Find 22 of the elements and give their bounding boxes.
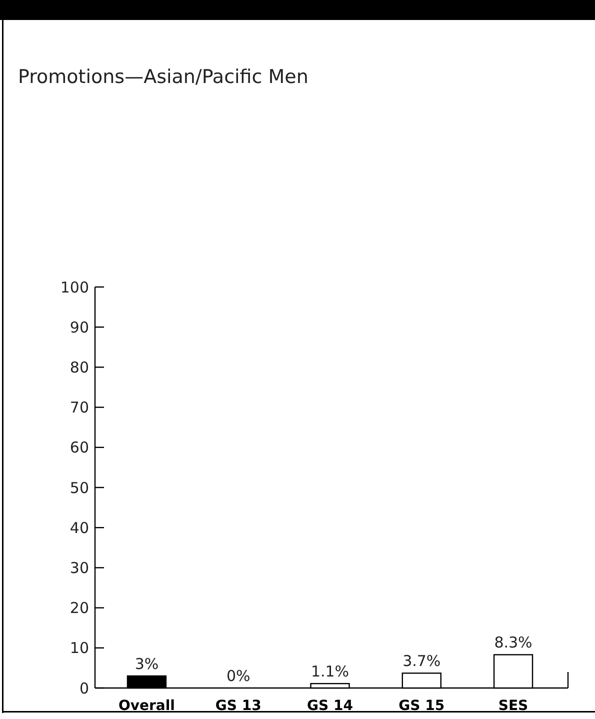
y-tick-label: 60: [70, 438, 89, 457]
x-tick-label: GS 14: [307, 698, 354, 714]
data-label: 8.3%: [494, 634, 532, 652]
y-tick-label: 50: [70, 478, 89, 497]
y-tick-label: 80: [70, 358, 89, 376]
y-tick-label: 40: [70, 518, 89, 537]
y-tick-label: 90: [70, 318, 89, 336]
chart-title: Promotions—Asian/Pacific Men: [18, 66, 308, 88]
y-tick-label: 0: [79, 679, 89, 698]
x-tick-label: Overall: [118, 698, 175, 714]
y-tick-label: 10: [70, 639, 89, 658]
data-label: 0%: [226, 667, 250, 685]
y-tick-label: 30: [70, 558, 89, 577]
x-tick-label: SES: [498, 698, 528, 714]
data-label: 3%: [134, 654, 159, 673]
x-tick-label: GS 15: [398, 698, 445, 714]
y-tick-label: 20: [70, 599, 89, 618]
y-tick-label: 70: [70, 398, 89, 417]
data-label: 1.1%: [310, 662, 350, 681]
x-tick-label: GS 13: [215, 698, 262, 714]
data-label: 3.7%: [402, 652, 441, 670]
y-tick-label: 100: [60, 278, 89, 296]
